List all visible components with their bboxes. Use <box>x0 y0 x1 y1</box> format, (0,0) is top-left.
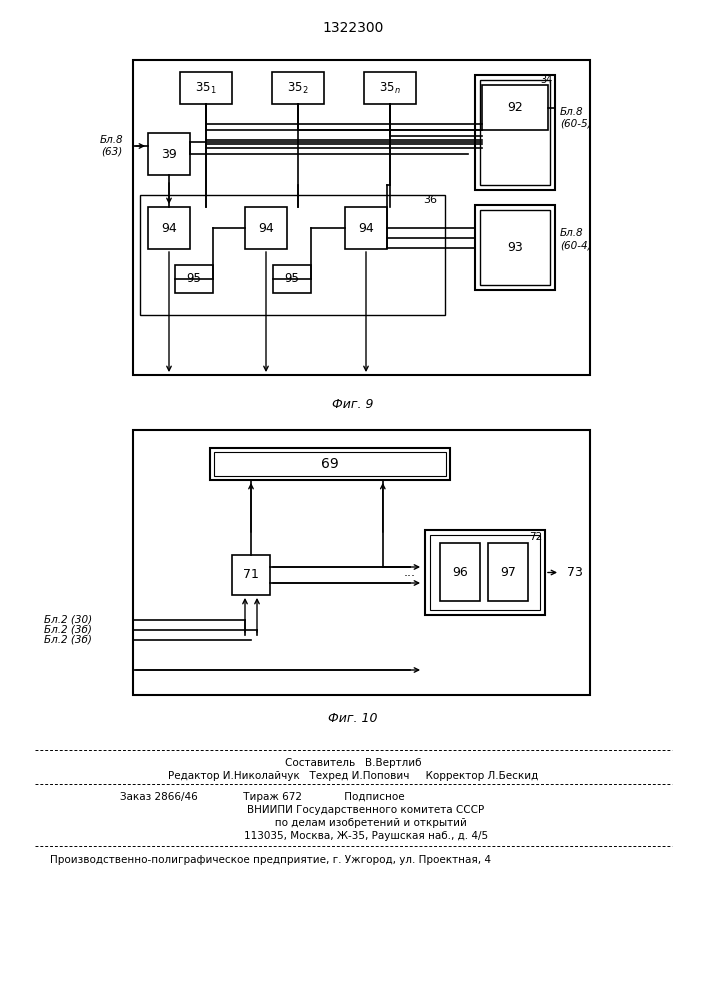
Text: 95: 95 <box>187 272 201 286</box>
Text: 34: 34 <box>541 75 553 85</box>
Bar <box>440 543 480 601</box>
Text: Бл.2 (30): Бл.2 (30) <box>44 615 92 625</box>
Bar <box>148 207 190 249</box>
Text: 39: 39 <box>161 147 177 160</box>
Bar <box>210 448 450 480</box>
Bar <box>214 452 446 476</box>
Bar <box>245 207 287 249</box>
Text: ВНИИПИ Государственного комитета СССР: ВНИИПИ Государственного комитета СССР <box>221 805 484 815</box>
Bar <box>480 210 550 285</box>
Text: $35_2$: $35_2$ <box>287 80 309 96</box>
Text: 113035, Москва, Ж-35, Раушская наб., д. 4/5: 113035, Москва, Ж-35, Раушская наб., д. … <box>218 831 488 841</box>
Bar <box>364 72 416 104</box>
Bar <box>175 265 213 293</box>
Text: Бл.2 (3б): Бл.2 (3б) <box>44 625 92 635</box>
Text: по делам изобретений и открытий: по делам изобретений и открытий <box>239 818 467 828</box>
Text: Бл.2 (3б): Бл.2 (3б) <box>44 635 92 645</box>
Text: (60-4): (60-4) <box>560 240 592 250</box>
Text: 97: 97 <box>500 566 516 578</box>
Text: :: : <box>131 642 135 654</box>
Text: $35_n$: $35_n$ <box>379 80 401 96</box>
Text: Составитель   В.Вертлиб: Составитель В.Вертлиб <box>285 758 421 768</box>
Bar <box>133 60 590 375</box>
Text: (63): (63) <box>101 147 122 157</box>
Text: 94: 94 <box>161 222 177 234</box>
Bar <box>430 535 540 610</box>
Bar <box>475 205 555 290</box>
Text: 73: 73 <box>567 566 583 579</box>
Text: 36: 36 <box>423 195 437 205</box>
Bar <box>148 133 190 175</box>
Text: Бл.8: Бл.8 <box>560 107 583 117</box>
Text: 93: 93 <box>507 241 523 254</box>
Bar <box>475 75 555 190</box>
Bar <box>345 207 387 249</box>
Text: $35_1$: $35_1$ <box>195 80 217 96</box>
Text: 69: 69 <box>321 457 339 471</box>
Text: 72: 72 <box>529 532 542 542</box>
Text: Производственно-полиграфическое предприятие, г. Ужгород, ул. Проектная, 4: Производственно-полиграфическое предприя… <box>50 855 491 865</box>
Text: Бл.8: Бл.8 <box>100 135 124 145</box>
Text: Редактор И.Николайчук   Техред И.Попович     Корректор Л.Бескид: Редактор И.Николайчук Техред И.Попович К… <box>168 771 538 781</box>
Text: Фиг. 9: Фиг. 9 <box>332 398 374 412</box>
Bar <box>480 80 550 185</box>
Bar <box>425 530 545 615</box>
Text: Фиг. 10: Фиг. 10 <box>328 712 378 724</box>
Bar <box>180 72 232 104</box>
Text: ...: ... <box>404 566 416 579</box>
Text: Заказ 2866/46              Тираж 672             Подписное: Заказ 2866/46 Тираж 672 Подписное <box>120 792 404 802</box>
Bar <box>232 555 270 595</box>
Bar <box>133 430 590 695</box>
Bar <box>140 195 445 315</box>
Bar <box>273 265 311 293</box>
Text: 1322300: 1322300 <box>322 21 384 35</box>
Bar <box>482 85 548 130</box>
Text: 92: 92 <box>507 101 523 114</box>
Bar <box>272 72 324 104</box>
Text: 96: 96 <box>452 566 468 578</box>
Text: 94: 94 <box>358 222 374 234</box>
Bar <box>488 543 528 601</box>
Text: (60-5): (60-5) <box>560 119 592 129</box>
Text: 94: 94 <box>258 222 274 234</box>
Text: 71: 71 <box>243 568 259 582</box>
Text: 95: 95 <box>284 272 300 286</box>
Text: Бл.8: Бл.8 <box>560 228 583 238</box>
